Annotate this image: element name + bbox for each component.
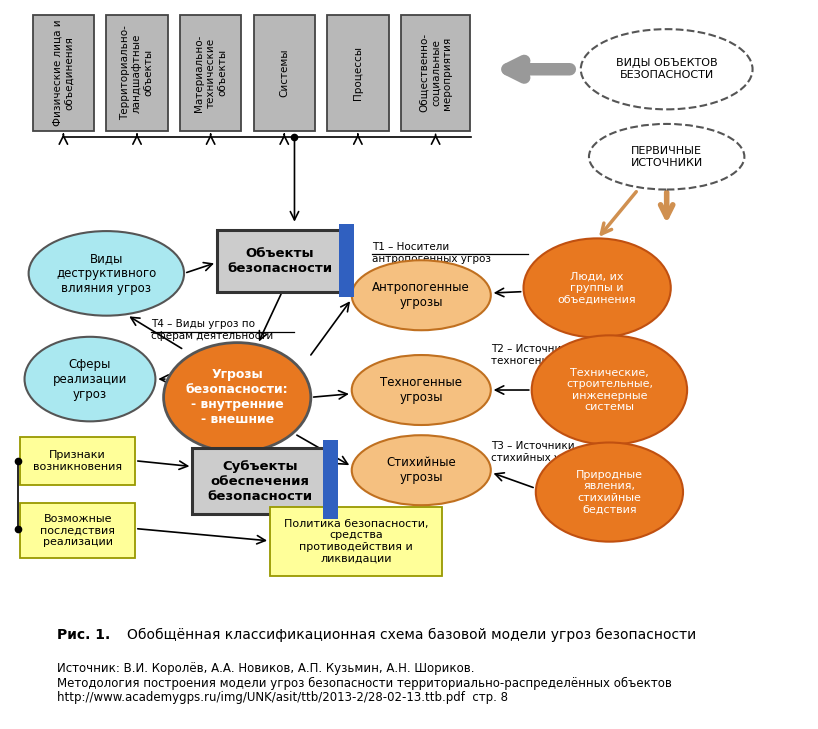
Ellipse shape xyxy=(532,335,687,445)
FancyBboxPatch shape xyxy=(217,230,344,292)
Ellipse shape xyxy=(581,29,753,109)
Text: ПЕРВИЧНЫЕ
ИСТОЧНИКИ: ПЕРВИЧНЫЕ ИСТОЧНИКИ xyxy=(631,146,703,168)
Text: Системы: Системы xyxy=(279,49,290,97)
FancyBboxPatch shape xyxy=(401,15,470,131)
Ellipse shape xyxy=(25,337,155,421)
FancyBboxPatch shape xyxy=(20,503,135,558)
Text: Сферы
реализации
угроз: Сферы реализации угроз xyxy=(53,358,127,400)
Text: антропогенных угроз: антропогенных угроз xyxy=(372,254,491,264)
Ellipse shape xyxy=(536,443,683,542)
Text: Угрозы
безопасности:
- внутренние
- внешние: Угрозы безопасности: - внутренние - внеш… xyxy=(186,368,289,426)
Text: Материально-
технические
объекты: Материально- технические объекты xyxy=(194,34,227,112)
FancyBboxPatch shape xyxy=(106,15,168,131)
Text: Т1 – Носители: Т1 – Носители xyxy=(372,242,449,252)
Text: Физические лица и
объединения: Физические лица и объединения xyxy=(52,20,74,126)
Text: ВИДЫ ОБЪЕКТОВ
БЕЗОПАСНОСТИ: ВИДЫ ОБЪЕКТОВ БЕЗОПАСНОСТИ xyxy=(616,58,717,80)
Text: сферам деятельности: сферам деятельности xyxy=(151,331,273,341)
Ellipse shape xyxy=(352,435,491,505)
Text: Территориально-
ландшафтные
объекты: Территориально- ландшафтные объекты xyxy=(120,26,154,120)
FancyBboxPatch shape xyxy=(33,15,94,131)
Ellipse shape xyxy=(29,231,184,316)
Text: Антропогенные
угрозы: Антропогенные угрозы xyxy=(372,281,470,309)
Text: Политика безопасности,
средства
противодействия и
ликвидации: Политика безопасности, средства противод… xyxy=(284,519,428,564)
Text: Т2 – Источники: Т2 – Источники xyxy=(491,344,574,354)
Text: Возможные
последствия
реализации: Возможные последствия реализации xyxy=(40,514,115,547)
Text: Виды
деструктивного
влияния угроз: Виды деструктивного влияния угроз xyxy=(56,252,156,295)
Text: стихийных угроз: стихийных угроз xyxy=(491,453,584,463)
Text: Обобщённая классификационная схема базовой модели угроз безопасности: Обобщённая классификационная схема базов… xyxy=(127,628,696,642)
FancyBboxPatch shape xyxy=(254,15,315,131)
Text: Люди, их
группы и
объединения: Люди, их группы и объединения xyxy=(558,271,636,305)
Text: Технические,
строительные,
инженерные
системы: Технические, строительные, инженерные си… xyxy=(566,367,653,413)
Text: Процессы: Процессы xyxy=(353,46,363,100)
Text: Источник: В.И. Королёв, А.А. Новиков, А.П. Кузьмин, А.Н. Шориков.: Источник: В.И. Королёв, А.А. Новиков, А.… xyxy=(57,662,474,675)
Text: Т4 – Виды угроз по: Т4 – Виды угроз по xyxy=(151,319,255,330)
FancyBboxPatch shape xyxy=(20,437,135,485)
Text: Субъекты
обеспечения
безопасности: Субъекты обеспечения безопасности xyxy=(207,460,312,502)
Text: Объекты
безопасности: Объекты безопасности xyxy=(227,246,333,275)
Text: техногенных угроз: техногенных угроз xyxy=(491,356,596,366)
Text: Признаки
возникновения: Признаки возникновения xyxy=(34,451,122,472)
FancyBboxPatch shape xyxy=(192,448,327,514)
FancyBboxPatch shape xyxy=(339,224,354,297)
Text: Методология построения модели угроз безопасности территориально-распределённых о: Методология построения модели угроз безо… xyxy=(57,677,672,690)
FancyBboxPatch shape xyxy=(327,15,389,131)
Text: Рис. 1.: Рис. 1. xyxy=(57,628,110,642)
Ellipse shape xyxy=(164,343,311,452)
Text: http://www.academygps.ru/img/UNK/asit/ttb/2013-2/28-02-13.ttb.pdf  стр. 8: http://www.academygps.ru/img/UNK/asit/tt… xyxy=(57,691,508,704)
FancyBboxPatch shape xyxy=(180,15,241,131)
FancyBboxPatch shape xyxy=(270,507,442,576)
Ellipse shape xyxy=(352,355,491,425)
Text: Общественно-
социальные
мероприятия: Общественно- социальные мероприятия xyxy=(419,34,452,112)
Ellipse shape xyxy=(352,260,491,330)
Ellipse shape xyxy=(589,124,744,190)
Text: Стихийные
угрозы: Стихийные угрозы xyxy=(386,456,456,484)
Text: Т3 – Источники: Т3 – Источники xyxy=(491,441,574,451)
Text: Техногенные
угрозы: Техногенные угрозы xyxy=(380,376,462,404)
FancyBboxPatch shape xyxy=(323,440,338,519)
Text: Природные
явления,
стихийные
бедствия: Природные явления, стихийные бедствия xyxy=(576,469,643,515)
Ellipse shape xyxy=(524,238,671,338)
